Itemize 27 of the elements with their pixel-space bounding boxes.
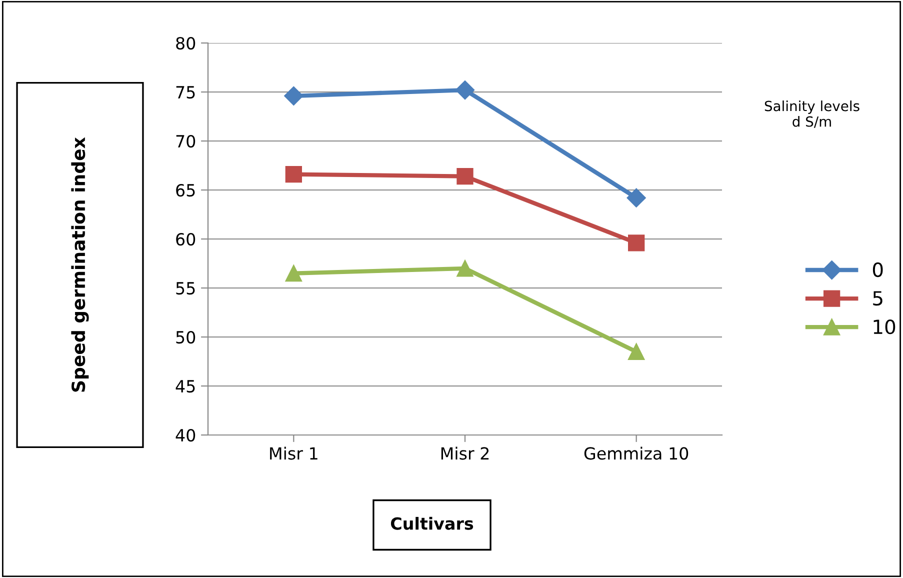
point xyxy=(626,188,646,208)
x-axis-title: Cultivars xyxy=(390,516,474,530)
x-tick-label: Misr 2 xyxy=(441,446,489,460)
point xyxy=(628,234,645,252)
y-tick-label: 80 xyxy=(176,36,196,50)
point xyxy=(456,260,474,277)
legend-label: 10 xyxy=(874,319,896,334)
y-tick-label: 40 xyxy=(176,428,196,442)
y-tick-label: 50 xyxy=(176,330,196,344)
point xyxy=(284,86,304,106)
point xyxy=(628,343,645,360)
point xyxy=(456,168,474,185)
y-tick-label: 75 xyxy=(176,86,195,99)
x-tick-label: Gemmiza 10 xyxy=(584,446,688,460)
legend-title: Salinity levels d S/m xyxy=(764,100,860,128)
y-tick-label: 55 xyxy=(176,282,195,295)
y-tick-label: 70 xyxy=(176,134,196,148)
point xyxy=(285,166,302,183)
legend-label: 5 xyxy=(873,291,882,306)
y-axis-title: Speed germination index xyxy=(71,137,89,392)
legend-label: 0 xyxy=(872,262,883,278)
x-tick-label: Misr 1 xyxy=(270,446,318,460)
point xyxy=(285,264,302,282)
y-tick-label: 65 xyxy=(176,184,195,197)
point xyxy=(455,80,475,100)
y-tick-label: 60 xyxy=(176,232,196,246)
y-tick-label: 45 xyxy=(176,380,195,393)
